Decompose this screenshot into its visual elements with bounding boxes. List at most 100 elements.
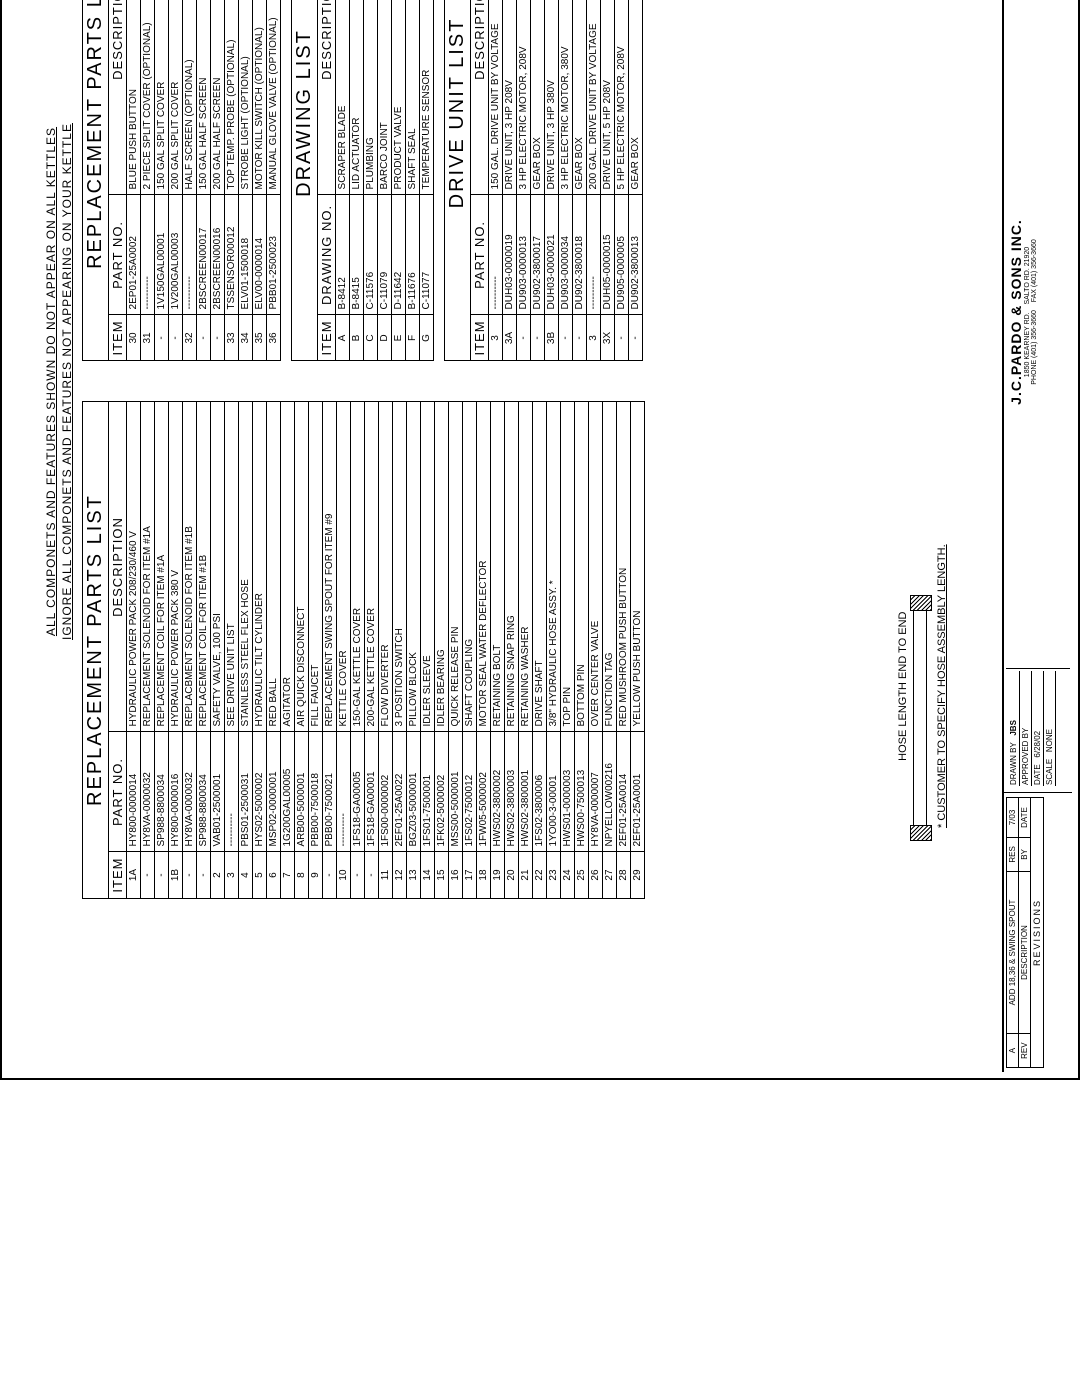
cell-desc: AGITATOR <box>281 402 295 732</box>
scale-label: SCALE <box>1045 759 1054 785</box>
table-row: -2BSCREEN00017150 GAL HALF SCREEN <box>197 0 211 361</box>
cell-partno: ---------- <box>489 195 503 315</box>
cell-desc: BARCO JOINT <box>378 0 392 195</box>
table-row: -1V200GAL00003200 GAL SPLIT COVER <box>169 0 183 361</box>
cell-desc: STAINLESS STEEL FLEX HOSE <box>239 402 253 732</box>
table-row: 19HWS02-3800002RETAINING BOLT <box>491 402 505 898</box>
table-row: 35ELV00-0000014MOTOR KILL SWITCH (OPTION… <box>253 0 267 361</box>
date-value: 6/28/02 <box>1033 731 1042 758</box>
cell-desc: BOTTOM PIN <box>575 402 589 732</box>
table-row: 21HWS02-3800001RETAINING WASHER <box>519 402 533 898</box>
cell-partno: HWS02-3800001 <box>519 732 533 852</box>
cell-item: 36 <box>267 315 281 361</box>
cell-item: - <box>323 852 337 898</box>
cell-partno: DUH05-0000015 <box>601 195 615 315</box>
cell-partno: MSP02-0000001 <box>267 732 281 852</box>
cell-partno: VAB01-2500001 <box>211 732 225 852</box>
table-row: 10----------KETTLE COVER <box>337 402 351 898</box>
rev-h-date: DATE <box>1019 798 1031 838</box>
cell-item: 1A <box>127 852 141 898</box>
cell-desc: GEAR BOX <box>531 0 545 195</box>
cell-desc: REPLACEMENT COIL FOR ITEM #1B <box>197 402 211 732</box>
cell-partno: ---------- <box>183 195 197 315</box>
cell-desc: DRIVE UNIT, 3 HP 380V <box>545 0 559 195</box>
hose-diagram <box>913 608 927 828</box>
cell-partno: 2EF01-25A0022 <box>393 732 407 852</box>
table-row: 231YO00-3-000013/8" HYDRAULIC HOSE ASSY.… <box>547 402 561 898</box>
cell-item: 24 <box>561 852 575 898</box>
cell-partno: B-11676 <box>406 195 420 315</box>
drawing-table-caption: DRAWING LIST <box>291 0 317 362</box>
table-row: 1BHY800-0000016HYDRAULIC POWER PACK 380 … <box>169 402 183 898</box>
cell-desc: DRIVE UNIT, 5 HP 208V <box>601 0 615 195</box>
cell-partno: SP988-8800034 <box>155 732 169 852</box>
company-name: J.C.PARDO & SONS INC. <box>1008 0 1024 668</box>
cell-item: - <box>155 852 169 898</box>
drawing-tbody: AB-8412SCRAPER BLADEBB-8415LID ACTUATORC… <box>336 0 434 361</box>
table-row: -DU902-3800018GEAR BOX <box>573 0 587 361</box>
table-row: AB-8412SCRAPER BLADE <box>336 0 350 361</box>
cell-desc: 150 GAL SPLIT COVER <box>155 0 169 195</box>
cell-item: 5 <box>253 852 267 898</box>
cell-desc: KETTLE COVER <box>337 402 351 732</box>
cell-desc: 200 GAL. DRIVE UNIT BY VOLTAGE <box>587 0 601 195</box>
cell-desc: SEE DRIVE UNIT LIST <box>225 402 239 732</box>
rev-h-desc: DESCRIPTION <box>1019 871 1031 1033</box>
cell-item: 11 <box>379 852 393 898</box>
cell-item: 15 <box>435 852 449 898</box>
cell-partno: TSSENSOR00012 <box>225 195 239 315</box>
table-row: -DU902-3800013GEAR BOX <box>629 0 643 361</box>
cell-item: 28 <box>617 852 631 898</box>
cell-item: 6 <box>267 852 281 898</box>
header-note-1: ALL COMPONETS AND FEATURES SHOWN DO NOT … <box>44 0 58 1028</box>
cell-item: 35 <box>253 315 267 361</box>
table-row: 25HWS00-7500013BOTTOM PIN <box>575 402 589 898</box>
cell-partno: 1V150GAL00001 <box>155 195 169 315</box>
cell-item: - <box>197 852 211 898</box>
cell-desc: IDLER BEARING <box>435 402 449 732</box>
table-row: 3BDUH03-0000021DRIVE UNIT, 3 HP 380V <box>545 0 559 361</box>
cell-partno: DU903-0000013 <box>517 195 531 315</box>
table-row: -2BSCREEN00016200 GAL HALF SCREEN <box>211 0 225 361</box>
drawn-by: JBS <box>1009 720 1018 736</box>
table-row: 2VAB01-2500001SAFETY VALVE, 100 PSI <box>211 402 225 898</box>
titleblock: A ADD 18,36 & SWING SPOUT RES 7/03 REV D… <box>1002 0 1072 1072</box>
table-row: -DU902-3800017GEAR BOX <box>531 0 545 361</box>
cell-partno: HWS02-3800002 <box>491 732 505 852</box>
hose-label: HOSE LENGTH END TO END <box>897 544 909 828</box>
cell-partno: DUH03-0000019 <box>503 195 517 315</box>
cell-desc: RED MUSHROOM PUSH BUTTON <box>617 402 631 732</box>
cell-partno: HY8VA-0000032 <box>183 732 197 852</box>
table-row: 292EF01-25A0001YELLOW PUSH BUTTON <box>631 402 645 898</box>
cell-desc: 3 POSITION SWITCH <box>393 402 407 732</box>
cell-item: 19 <box>491 852 505 898</box>
cell-partno: HWS01-0000003 <box>561 732 575 852</box>
th-item: ITEM <box>109 315 127 361</box>
table-row: 122EF01-25A00223 POSITION SWITCH <box>393 402 407 898</box>
cell-item: - <box>629 315 643 361</box>
rev-by: RES <box>1007 838 1019 872</box>
cell-item: 9 <box>309 852 323 898</box>
cell-item: - <box>169 315 183 361</box>
th-partno: PART NO. <box>109 195 127 315</box>
cell-desc: DRIVE UNIT, 3 HP 208V <box>503 0 517 195</box>
cell-item: 21 <box>519 852 533 898</box>
table-row: DC-11079BARCO JOINT <box>378 0 392 361</box>
rev-desc: ADD 18,36 & SWING SPOUT <box>1007 871 1019 1033</box>
th-desc: DESCRIPTION <box>109 402 127 732</box>
cell-partno: ---------- <box>587 195 601 315</box>
cell-item: 1B <box>169 852 183 898</box>
cell-partno: 1FS01-7500001 <box>421 732 435 852</box>
cell-desc: PILLOW BLOCK <box>407 402 421 732</box>
cell-desc: TOP TEMP. PROBE (OPTIONAL) <box>225 0 239 195</box>
table-row: 3----------200 GAL. DRIVE UNIT BY VOLTAG… <box>587 0 601 361</box>
cell-desc: 5 HP ELECTRIC MOTOR, 208V <box>615 0 629 195</box>
right-column: REPLACEMENT PARTS LIST ITEM PART NO. DES… <box>82 0 645 362</box>
cell-item: A <box>336 315 350 361</box>
table-row: 6MSP02-0000001RED BALL <box>267 402 281 898</box>
table-row: FB-11676SHAFT SEAL <box>406 0 420 361</box>
cell-partno: B-8412 <box>336 195 350 315</box>
table-row: -SP988-8800034REPLACEMENT COIL FOR ITEM … <box>197 402 211 898</box>
table-row: 302EP01-25A0002BLUE PUSH BUTTON <box>127 0 141 361</box>
cell-item: E <box>392 315 406 361</box>
